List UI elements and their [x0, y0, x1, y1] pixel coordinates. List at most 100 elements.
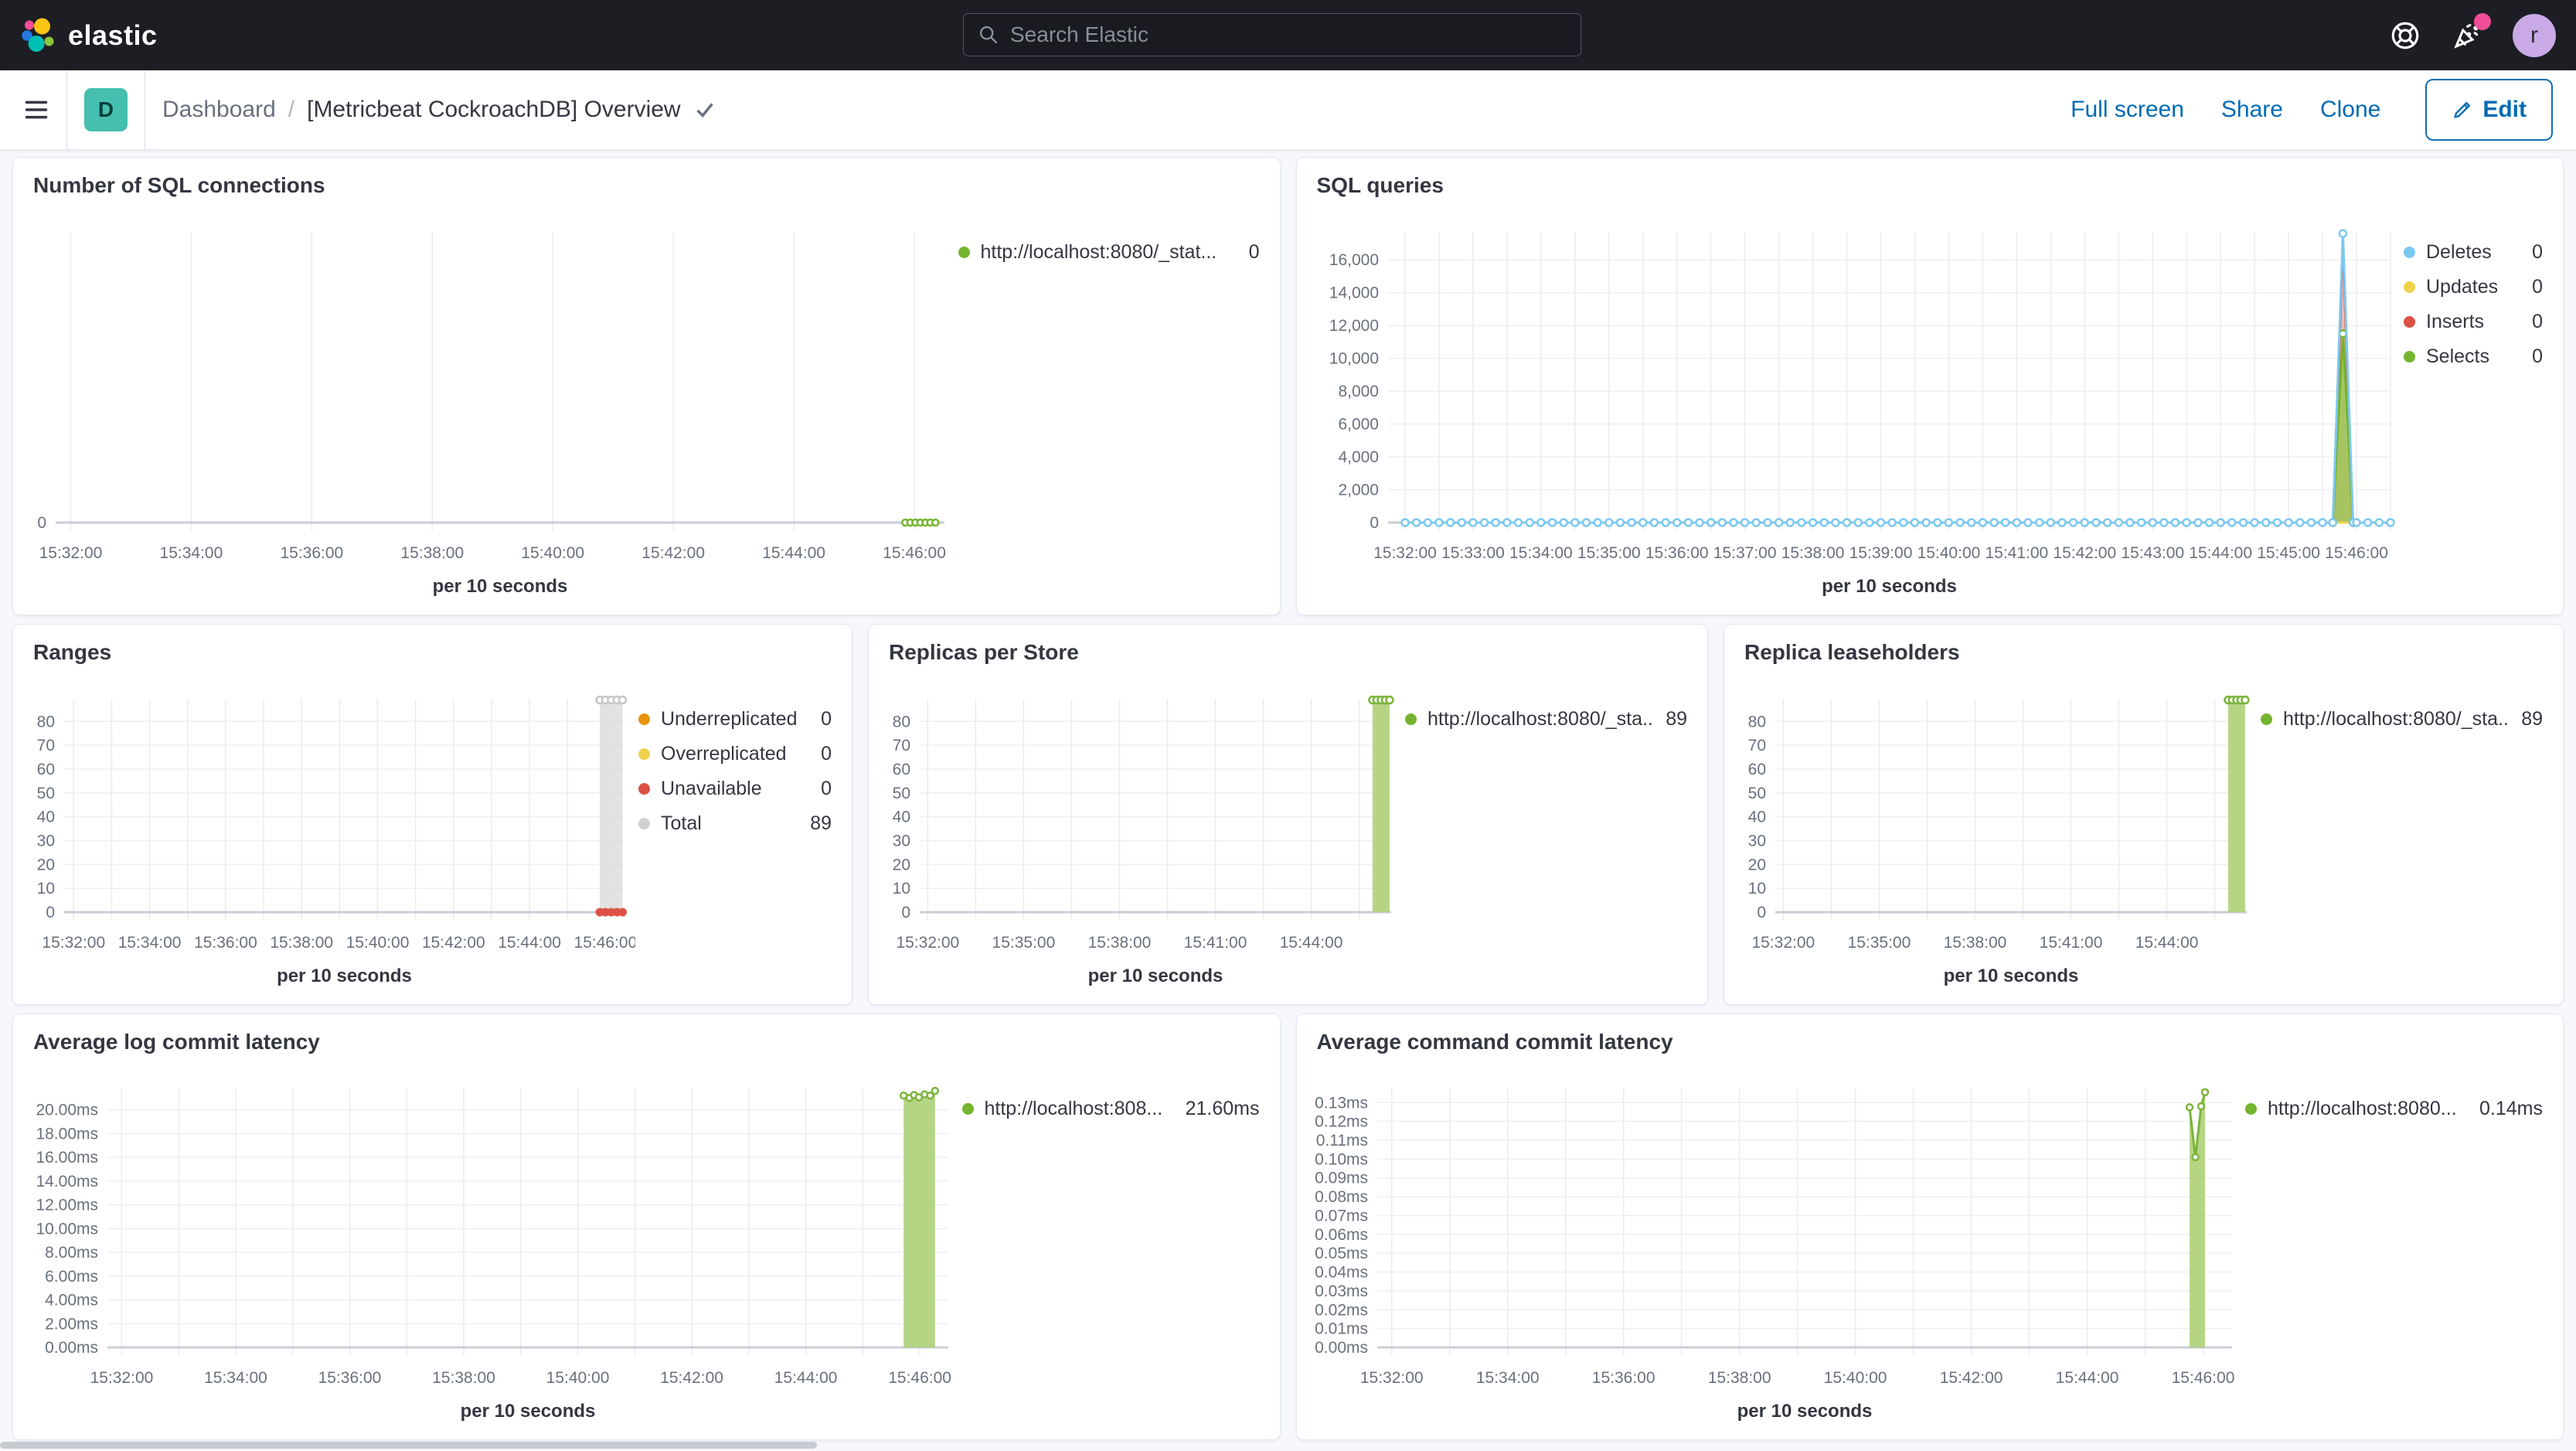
legend-item[interactable]: Updates 0: [2404, 276, 2543, 298]
svg-text:15:44:00: 15:44:00: [2055, 1369, 2118, 1387]
user-avatar[interactable]: r: [2513, 13, 2556, 57]
svg-text:70: 70: [1748, 737, 1766, 754]
legend-value: 0: [821, 708, 832, 730]
svg-text:15:32:00: 15:32:00: [1751, 934, 1815, 952]
svg-text:15:44:00: 15:44:00: [1280, 934, 1343, 952]
legend-color-dot: [638, 783, 650, 795]
svg-text:15:44:00: 15:44:00: [498, 934, 561, 952]
legend-value: 0: [821, 778, 832, 799]
newsfeed-icon[interactable]: [2451, 12, 2491, 52]
legend-item[interactable]: http://localhost:8080/_stat... 0: [958, 241, 1260, 264]
svg-text:per 10 seconds: per 10 seconds: [1088, 966, 1223, 986]
saved-check-icon[interactable]: [693, 98, 716, 121]
legend-item[interactable]: http://localhost:808... 21.60ms: [961, 1098, 1260, 1120]
svg-text:0.07ms: 0.07ms: [1315, 1207, 1368, 1224]
svg-text:0.05ms: 0.05ms: [1315, 1245, 1368, 1262]
legend-value: 89: [1666, 708, 1687, 730]
svg-text:15:38:00: 15:38:00: [270, 934, 333, 952]
legend-item[interactable]: Underreplicated 0: [638, 708, 832, 731]
svg-text:15:42:00: 15:42:00: [660, 1369, 723, 1387]
svg-text:6,000: 6,000: [1338, 416, 1379, 434]
chart-ranges[interactable]: 0 10 20 30 40 50 60 70 80 15:32:00 15:34:00 15:36:0…: [13, 668, 637, 1001]
svg-text:15:44:00: 15:44:00: [774, 1369, 838, 1387]
legend-label: Overreplicated: [661, 743, 787, 765]
svg-text:15:40:00: 15:40:00: [346, 934, 410, 952]
legend-item[interactable]: Total 89: [638, 812, 832, 835]
svg-text:50: 50: [37, 785, 55, 802]
svg-text:0: 0: [46, 904, 55, 921]
svg-text:15:39:00: 15:39:00: [1849, 544, 1912, 562]
share-button[interactable]: Share: [2220, 97, 2283, 122]
search-icon: [979, 26, 998, 44]
svg-text:15:46:00: 15:46:00: [574, 934, 635, 952]
chart-log-commit-latency[interactable]: 0.00ms 2.00ms 4.00ms 6.00ms 8.00ms 10.00ms 12.…: [13, 1058, 959, 1436]
legend-item[interactable]: http://localhost:8080/_sta... 89: [2261, 708, 2543, 731]
edit-button[interactable]: Edit: [2425, 79, 2553, 141]
legend-color-dot: [2261, 714, 2272, 725]
panel-command-commit-latency: Average command commit latency 0.00ms 0.0…: [1295, 1013, 2564, 1440]
menu-icon[interactable]: [23, 97, 49, 123]
svg-text:15:34:00: 15:34:00: [1475, 1369, 1539, 1387]
elastic-logo[interactable]: elastic: [20, 17, 158, 54]
legend-value: 21.60ms: [1185, 1098, 1260, 1119]
svg-text:20: 20: [37, 856, 55, 874]
full-screen-button[interactable]: Full screen: [2071, 97, 2184, 122]
svg-text:15:41:00: 15:41:00: [1985, 544, 2048, 562]
svg-text:8,000: 8,000: [1338, 383, 1379, 400]
legend-color-dot: [2404, 247, 2415, 258]
legend-item[interactable]: Inserts 0: [2404, 311, 2543, 333]
svg-text:0.09ms: 0.09ms: [1315, 1170, 1368, 1187]
panel-replica-leaseholders: Replica leaseholders 0 10 20 30 40 50 60 70 80 15…: [1724, 624, 2564, 1005]
horizontal-scrollbar-thumb[interactable]: [0, 1442, 817, 1449]
legend-color-dot: [958, 247, 970, 258]
svg-text:15:34:00: 15:34:00: [204, 1369, 267, 1387]
svg-text:15:40:00: 15:40:00: [521, 544, 584, 562]
dashboard-toolbar: D Dashboard / [Metricbeat CockroachDB] O…: [0, 70, 2576, 149]
breadcrumb-dashboard[interactable]: Dashboard: [162, 97, 276, 122]
legend-label: http://localhost:8080/_sta...: [2283, 708, 2511, 730]
svg-text:50: 50: [893, 785, 910, 802]
chart-legend: http://localhost:8080/_stat... 0: [955, 201, 1280, 611]
svg-text:15:33:00: 15:33:00: [1441, 544, 1505, 562]
svg-text:80: 80: [37, 713, 55, 731]
legend-item[interactable]: http://localhost:8080/_sta... 89: [1405, 708, 1687, 731]
svg-text:15:36:00: 15:36:00: [1591, 1369, 1655, 1387]
svg-text:15:34:00: 15:34:00: [118, 934, 182, 952]
chart-legend: http://localhost:808... 21.60ms: [959, 1058, 1280, 1436]
panel-sql-connections: Number of SQL connections 0 15:32:00 15:34…: [12, 157, 1281, 615]
elastic-logo-icon: [22, 18, 54, 52]
svg-text:15:44:00: 15:44:00: [2189, 544, 2252, 562]
svg-text:0.00ms: 0.00ms: [1315, 1339, 1368, 1357]
svg-text:15:32:00: 15:32:00: [1373, 544, 1437, 562]
help-icon[interactable]: [2389, 19, 2421, 52]
svg-text:15:32:00: 15:32:00: [1359, 1369, 1423, 1387]
chart-replica-leaseholders[interactable]: 0 10 20 30 40 50 60 70 80 15:32:00 15:35:00 15:38:0…: [1724, 668, 2258, 1001]
legend-item[interactable]: Selects 0: [2404, 346, 2543, 368]
legend-item[interactable]: Overreplicated 0: [638, 743, 832, 765]
chart-sql-queries[interactable]: 0 2,000 4,000 6,000 8,000 10,000 12,000 14,000 1…: [1297, 201, 2401, 611]
chart-sql-connections[interactable]: 0 15:32:00 15:34:00 15:36:00 15:38:00 15:40:0…: [13, 201, 955, 611]
chart-replicas-per-store[interactable]: 0 10 20 30 40 50 60 70 80 15:32:00 15:35:00 15:38:0…: [869, 668, 1402, 1001]
svg-text:0: 0: [901, 904, 910, 921]
chart-command-commit-latency[interactable]: 0.00ms 0.01ms 0.02ms 0.03ms 0.04ms 0.05ms 0.06…: [1297, 1058, 2243, 1436]
svg-text:15:35:00: 15:35:00: [1577, 544, 1640, 562]
svg-text:15:46:00: 15:46:00: [2325, 544, 2388, 562]
panel-title: Replicas per Store: [889, 640, 1079, 664]
legend-item[interactable]: Unavailable 0: [638, 778, 832, 800]
svg-text:15:34:00: 15:34:00: [1509, 544, 1572, 562]
svg-text:70: 70: [893, 737, 910, 754]
legend-item[interactable]: Deletes 0: [2404, 241, 2543, 264]
svg-text:15:36:00: 15:36:00: [280, 544, 343, 562]
svg-text:15:41:00: 15:41:00: [2040, 934, 2103, 952]
search-input[interactable]: [1009, 22, 1567, 48]
svg-text:per 10 seconds: per 10 seconds: [433, 576, 568, 597]
svg-text:15:42:00: 15:42:00: [641, 544, 705, 562]
divider: [66, 70, 67, 149]
svg-text:15:46:00: 15:46:00: [883, 544, 946, 562]
global-search[interactable]: [963, 13, 1581, 56]
legend-item[interactable]: http://localhost:8080... 0.14ms: [2245, 1098, 2543, 1120]
svg-text:60: 60: [893, 761, 910, 778]
clone-button[interactable]: Clone: [2319, 97, 2381, 122]
svg-text:0.08ms: 0.08ms: [1315, 1188, 1368, 1206]
legend-value: 0: [821, 743, 832, 765]
